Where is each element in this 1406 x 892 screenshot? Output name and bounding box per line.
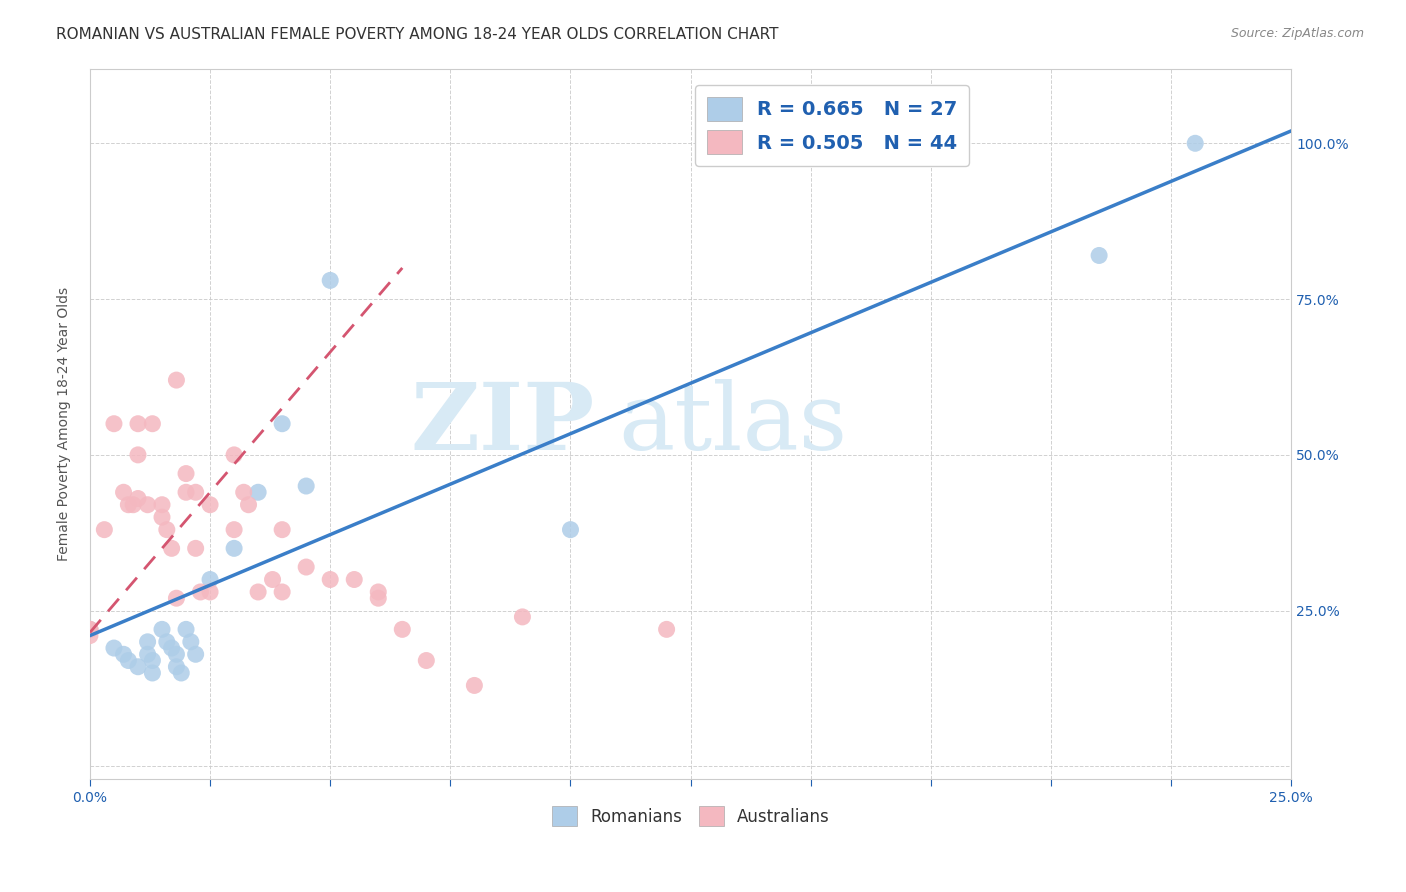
Australians <box>232 485 254 500</box>
Australians <box>512 610 534 624</box>
Australians <box>122 498 145 512</box>
Australians <box>117 498 139 512</box>
Romanians <box>136 635 159 649</box>
Australians <box>79 629 101 643</box>
Australians <box>165 591 187 606</box>
Romanians <box>560 523 582 537</box>
Romanians <box>156 635 179 649</box>
Text: atlas: atlas <box>619 379 848 468</box>
Australians <box>174 467 197 481</box>
Romanians <box>184 648 207 662</box>
Australians <box>271 523 294 537</box>
Australians <box>343 573 366 587</box>
Romanians <box>141 665 163 680</box>
Australians <box>655 623 678 637</box>
Australians <box>391 623 413 637</box>
Romanians <box>127 659 149 673</box>
Australians <box>184 485 207 500</box>
Romanians <box>103 641 125 656</box>
Romanians <box>1088 248 1111 262</box>
Australians <box>150 510 173 524</box>
Romanians <box>1184 136 1206 151</box>
Australians <box>190 585 212 599</box>
Romanians <box>160 641 183 656</box>
Australians <box>247 585 270 599</box>
Text: ZIP: ZIP <box>411 379 595 468</box>
Romanians <box>165 648 187 662</box>
Romanians <box>295 479 318 493</box>
Australians <box>174 485 197 500</box>
Australians <box>103 417 125 431</box>
Australians <box>184 541 207 556</box>
Australians <box>79 623 101 637</box>
Romanians <box>136 648 159 662</box>
Romanians <box>319 273 342 287</box>
Australians <box>141 417 163 431</box>
Australians <box>156 523 179 537</box>
Australians <box>165 373 187 387</box>
Romanians <box>170 665 193 680</box>
Australians <box>93 523 115 537</box>
Romanians <box>165 659 187 673</box>
Text: ROMANIAN VS AUSTRALIAN FEMALE POVERTY AMONG 18-24 YEAR OLDS CORRELATION CHART: ROMANIAN VS AUSTRALIAN FEMALE POVERTY AM… <box>56 27 779 42</box>
Romanians <box>141 653 163 667</box>
Romanians <box>112 648 135 662</box>
Australians <box>319 573 342 587</box>
Y-axis label: Female Poverty Among 18-24 Year Olds: Female Poverty Among 18-24 Year Olds <box>58 286 72 561</box>
Romanians <box>247 485 270 500</box>
Australians <box>136 498 159 512</box>
Romanians <box>150 623 173 637</box>
Australians <box>222 448 245 462</box>
Romanians <box>79 623 101 637</box>
Australians <box>127 448 149 462</box>
Australians <box>150 498 173 512</box>
Romanians <box>117 653 139 667</box>
Australians <box>198 498 221 512</box>
Australians <box>160 541 183 556</box>
Romanians <box>198 573 221 587</box>
Australians <box>262 573 284 587</box>
Australians <box>367 585 389 599</box>
Romanians <box>174 623 197 637</box>
Romanians <box>222 541 245 556</box>
Australians <box>415 653 437 667</box>
Australians <box>238 498 260 512</box>
Australians <box>463 678 485 692</box>
Legend: Romanians, Australians: Romanians, Australians <box>543 797 838 835</box>
Australians <box>295 560 318 574</box>
Australians <box>127 491 149 506</box>
Romanians <box>271 417 294 431</box>
Australians <box>112 485 135 500</box>
Text: Source: ZipAtlas.com: Source: ZipAtlas.com <box>1230 27 1364 40</box>
Romanians <box>180 635 202 649</box>
Australians <box>271 585 294 599</box>
Australians <box>127 417 149 431</box>
Australians <box>222 523 245 537</box>
Australians <box>367 591 389 606</box>
Australians <box>79 623 101 637</box>
Australians <box>198 585 221 599</box>
